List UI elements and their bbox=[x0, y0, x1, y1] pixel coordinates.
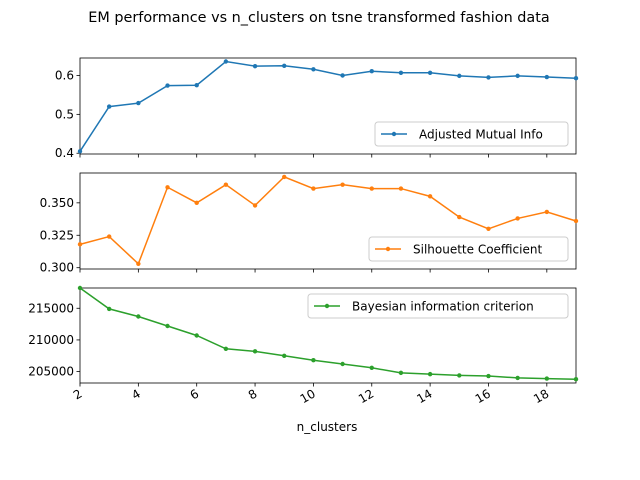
data-point bbox=[136, 100, 141, 106]
data-point bbox=[223, 346, 229, 351]
data-point bbox=[457, 373, 462, 378]
data-point bbox=[340, 73, 345, 78]
x-tick-label: 8 bbox=[246, 386, 260, 402]
data-point bbox=[223, 182, 229, 187]
subplot-1-y-tick-label: 0.5 bbox=[55, 107, 74, 121]
subplot-1-frame bbox=[79, 57, 577, 155]
subplot-3-y-tick-label: 215000 bbox=[28, 301, 74, 315]
data-point bbox=[194, 83, 199, 88]
data-point bbox=[486, 226, 491, 231]
legend-label: Bayesian information criterion bbox=[352, 300, 534, 314]
data-point bbox=[515, 375, 520, 381]
data-point bbox=[77, 149, 83, 154]
data-point bbox=[544, 74, 550, 80]
data-point bbox=[282, 63, 287, 68]
subplot-3-y-tick-label: 205000 bbox=[28, 365, 74, 379]
legend-label: Silhouette Coefficient bbox=[413, 243, 542, 257]
legend-marker bbox=[324, 303, 330, 309]
data-point bbox=[340, 361, 345, 367]
data-point bbox=[369, 365, 374, 370]
data-point bbox=[252, 63, 258, 69]
data-point bbox=[106, 306, 112, 312]
data-point bbox=[223, 59, 229, 64]
x-tick-label: 2 bbox=[71, 386, 85, 402]
data-point bbox=[136, 261, 141, 267]
data-point bbox=[427, 70, 433, 75]
data-point bbox=[544, 376, 550, 381]
legend-marker bbox=[385, 246, 391, 252]
data-point bbox=[486, 373, 491, 379]
data-point bbox=[282, 353, 287, 358]
data-point bbox=[573, 76, 579, 81]
data-point bbox=[369, 186, 374, 191]
x-tick-label: 16 bbox=[473, 386, 493, 406]
data-point bbox=[165, 323, 170, 329]
series-line bbox=[79, 60, 577, 152]
subplot-1-y-tick-label: 0.6 bbox=[55, 68, 74, 82]
data-point bbox=[311, 358, 316, 363]
data-point bbox=[573, 218, 579, 224]
data-point bbox=[77, 242, 83, 247]
legend-label: Adjusted Mutual Info bbox=[419, 128, 543, 142]
x-tick-label: 18 bbox=[531, 386, 551, 406]
data-point bbox=[457, 214, 462, 220]
data-point bbox=[165, 83, 170, 88]
x-tick-label: 10 bbox=[298, 386, 318, 406]
data-point bbox=[427, 371, 433, 377]
legend-marker bbox=[391, 131, 397, 137]
data-point bbox=[369, 69, 374, 74]
subplot-1-y-tick-label: 0.4 bbox=[55, 146, 74, 160]
data-point bbox=[252, 349, 258, 354]
chart-title: EM performance vs n_clusters on tsne tra… bbox=[88, 10, 549, 26]
data-point bbox=[340, 182, 345, 187]
x-tick-label: 4 bbox=[129, 386, 143, 402]
data-point bbox=[311, 67, 316, 72]
data-point bbox=[486, 75, 491, 80]
data-point bbox=[515, 73, 520, 79]
data-point bbox=[165, 185, 170, 190]
subplot-3-y-tick-label: 210000 bbox=[28, 333, 74, 347]
data-point bbox=[398, 370, 404, 376]
data-point bbox=[252, 203, 258, 208]
data-point bbox=[106, 234, 112, 239]
subplot-2-y-tick-label: 0.350 bbox=[40, 196, 74, 210]
x-tick-label: 12 bbox=[356, 386, 376, 406]
series-line bbox=[79, 176, 577, 266]
subplot-2-y-tick-label: 0.300 bbox=[40, 261, 74, 275]
legend-box bbox=[368, 236, 569, 262]
x-tick-label: 14 bbox=[414, 386, 434, 406]
data-point bbox=[398, 70, 404, 75]
data-point bbox=[457, 73, 462, 79]
data-point bbox=[282, 174, 287, 180]
legend-box bbox=[374, 121, 569, 147]
data-point bbox=[311, 186, 316, 191]
data-point bbox=[106, 104, 112, 109]
legend-box bbox=[307, 293, 569, 319]
subplot-3-frame bbox=[79, 287, 577, 384]
data-point bbox=[427, 194, 433, 199]
subplot-2-y-tick-label: 0.325 bbox=[40, 228, 74, 242]
data-point bbox=[77, 285, 83, 291]
data-point bbox=[194, 200, 199, 206]
x-tick-label: 6 bbox=[188, 386, 202, 402]
data-point bbox=[515, 216, 520, 221]
data-point bbox=[136, 314, 141, 319]
data-point bbox=[573, 377, 579, 382]
series-line bbox=[79, 287, 577, 380]
x-axis-label: n_clusters bbox=[297, 420, 358, 434]
data-point bbox=[398, 186, 404, 191]
data-point bbox=[544, 209, 550, 215]
data-point bbox=[194, 333, 199, 338]
